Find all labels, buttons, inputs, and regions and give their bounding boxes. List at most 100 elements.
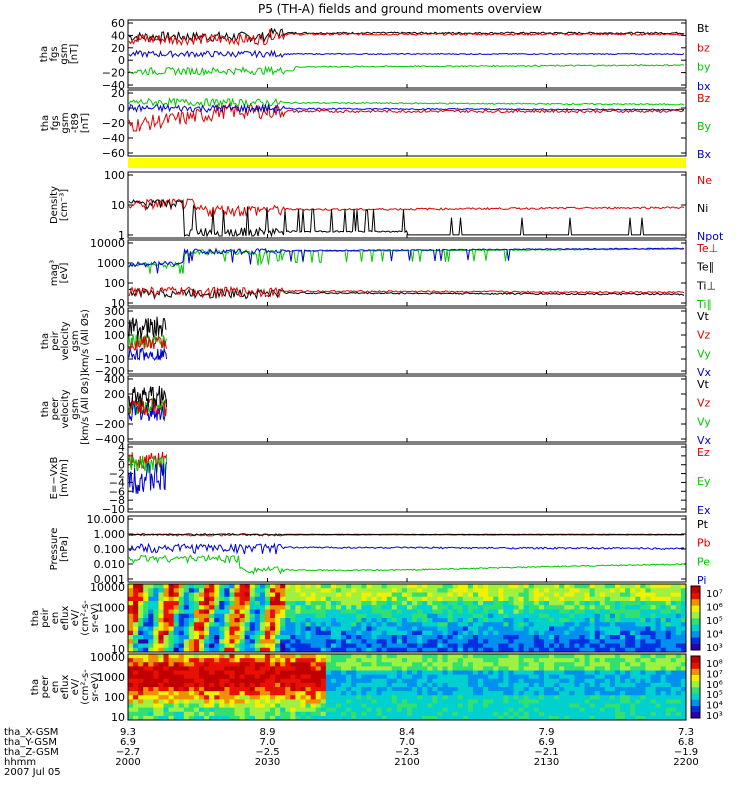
spectrogram-cell xyxy=(574,605,580,610)
spectrogram-cell xyxy=(620,622,626,627)
spectrogram-cell xyxy=(249,630,256,636)
spectrogram-cell xyxy=(143,639,149,644)
spectrogram-cell xyxy=(488,662,494,667)
spectrogram-cell xyxy=(589,662,596,667)
spectrogram-cell xyxy=(665,601,672,606)
spectrogram-cell xyxy=(508,662,514,667)
spectrogram-cell xyxy=(543,711,550,717)
spectrogram-cell xyxy=(275,654,281,659)
spectrogram-cell xyxy=(538,584,545,589)
spectrogram-cell xyxy=(401,654,408,659)
spectrogram-cell xyxy=(665,613,672,619)
spectrogram-cell xyxy=(280,584,286,589)
spectrogram-cell xyxy=(133,687,139,692)
spectrogram-cell xyxy=(204,601,210,606)
spectrogram-cell xyxy=(609,613,616,619)
spectrogram-cell xyxy=(412,715,418,721)
spectrogram-cell xyxy=(625,691,631,696)
spectrogram-cell xyxy=(249,605,256,610)
spectrogram-cell xyxy=(523,588,530,593)
spectrogram-cell xyxy=(366,662,372,667)
spectrogram-cell xyxy=(133,613,139,619)
spectrogram-cell xyxy=(538,643,545,649)
spectrogram-cell xyxy=(538,711,545,717)
spectrogram-cell xyxy=(604,695,611,700)
spectrogram-cell xyxy=(437,707,443,713)
spectrogram-cell xyxy=(533,609,540,615)
spectrogram-cell xyxy=(361,711,367,717)
spectrogram-cell xyxy=(163,711,169,717)
spectrogram-cell xyxy=(168,592,175,598)
spectrogram-cell xyxy=(163,622,169,627)
spectrogram-cell xyxy=(483,703,489,709)
spectrogram-cell xyxy=(503,707,509,713)
spectrogram-cell xyxy=(407,596,413,602)
spectrogram-cell xyxy=(427,613,433,619)
spectrogram-cell xyxy=(549,666,555,671)
spectrogram-cell xyxy=(244,601,251,606)
spectrogram-cell xyxy=(675,609,682,615)
spectrogram-cell xyxy=(244,662,251,667)
y-axis-label: peir xyxy=(50,330,61,350)
spectrogram-cell xyxy=(300,678,306,684)
spectrogram-cell xyxy=(483,622,489,627)
spectrogram-cell xyxy=(574,703,580,709)
spectrogram-cell xyxy=(640,643,646,649)
spectrogram-cell xyxy=(680,691,687,696)
spectrogram-cell xyxy=(675,699,682,704)
spectrogram-cell xyxy=(655,678,662,684)
spectrogram-cell xyxy=(153,647,159,653)
legend-entry: Te∥ xyxy=(696,261,714,274)
spectrogram-cell xyxy=(259,613,266,619)
spectrogram-cell xyxy=(254,584,261,589)
spectrogram-cell xyxy=(224,670,230,676)
spectrogram-cell xyxy=(472,643,479,649)
spectrogram-cell xyxy=(153,596,159,602)
spectrogram-cell xyxy=(391,647,398,653)
spectrogram-cell xyxy=(523,601,530,606)
spectrogram-cell xyxy=(148,584,154,589)
spectrogram-cell xyxy=(330,674,337,680)
spectrogram-cell xyxy=(224,630,230,636)
spectrogram-cell xyxy=(447,662,454,667)
spectrogram-cell xyxy=(305,630,312,636)
spectrogram-cell xyxy=(153,711,159,717)
y-tick-label: 0 xyxy=(118,102,125,115)
spectrogram-cell xyxy=(356,703,362,709)
spectrogram-cell xyxy=(437,711,443,717)
spectrogram-cell xyxy=(173,715,180,721)
spectrogram-cell xyxy=(493,622,499,627)
spectrogram-cell xyxy=(447,592,454,598)
spectrogram-cell xyxy=(341,605,347,610)
spectrogram-cell xyxy=(386,647,393,653)
spectrogram-cell xyxy=(173,613,180,619)
y-tick-label: 100 xyxy=(104,277,125,290)
spectrogram-cell xyxy=(488,711,494,717)
spectrogram-cell xyxy=(523,618,530,623)
spectrogram-cell xyxy=(660,609,667,615)
spectrogram-cell xyxy=(305,670,312,676)
spectrogram-cell xyxy=(325,596,332,602)
spectrogram-cell xyxy=(614,687,621,692)
x-tick-value: 2200 xyxy=(673,757,698,768)
spectrogram-cell xyxy=(533,707,540,713)
spectrogram-cell xyxy=(670,643,677,649)
spectrogram-cell xyxy=(183,584,190,589)
spectrogram-cell xyxy=(432,699,438,704)
spectrogram-cell xyxy=(488,626,494,632)
spectrogram-cell xyxy=(472,596,479,602)
spectrogram-cell xyxy=(158,639,164,644)
spectrogram-cell xyxy=(356,674,362,680)
spectrogram-cell xyxy=(259,691,266,696)
spectrogram-cell xyxy=(584,662,591,667)
spectrogram-cell xyxy=(234,695,240,700)
spectrogram-cell xyxy=(412,592,418,598)
spectrogram-cell xyxy=(330,666,337,671)
spectrogram-cell xyxy=(168,670,175,676)
spectrogram-cell xyxy=(320,703,327,709)
spectrogram-cell xyxy=(640,691,646,696)
spectrogram-cell xyxy=(396,626,403,632)
spectrogram-cell xyxy=(493,666,499,671)
spectrogram-cell xyxy=(407,605,413,610)
spectrogram-cell xyxy=(640,609,646,615)
